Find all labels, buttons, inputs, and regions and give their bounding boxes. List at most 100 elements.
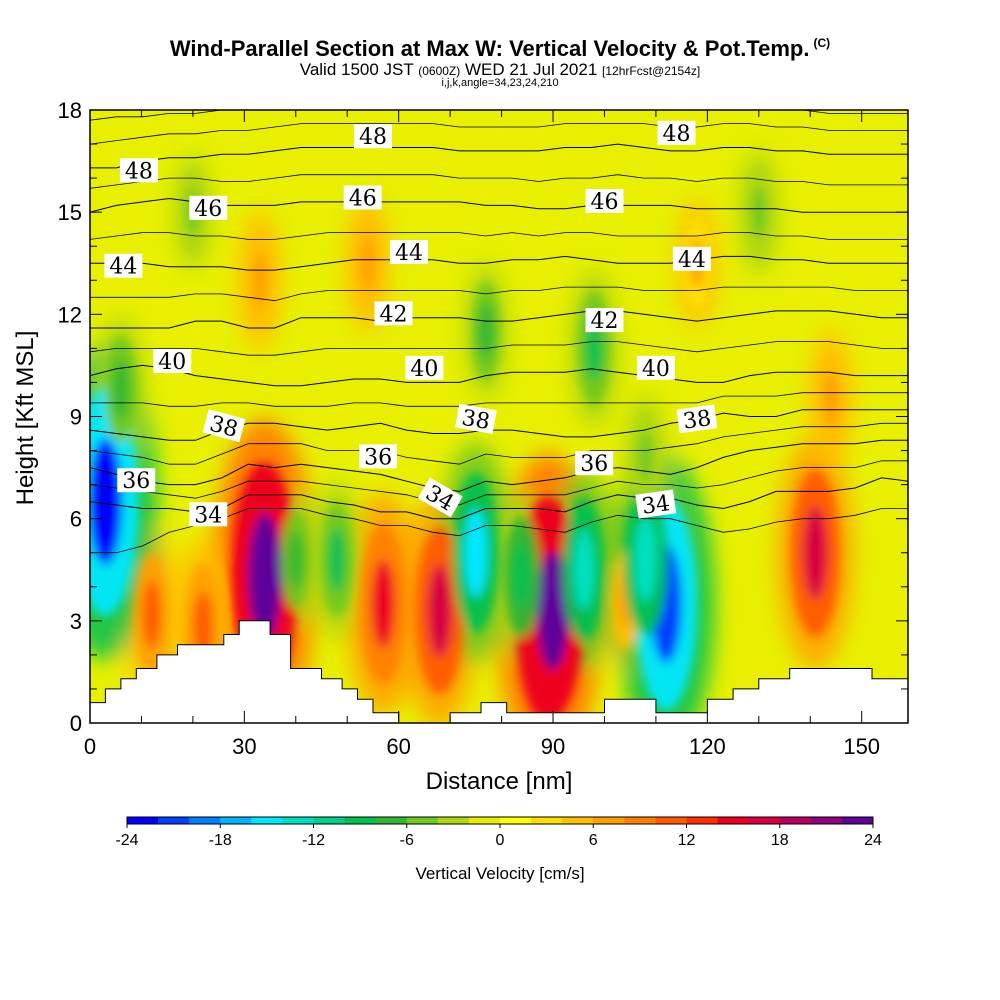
colorbar-swatch [655,817,687,824]
contour-label: 36 [117,468,156,494]
theta-contour [90,286,908,302]
downdraft-core [634,517,657,602]
colorbar-swatch [717,817,750,824]
contour-label-box [153,349,192,373]
contour-label-text: 40 [410,357,438,382]
contour-label-box [189,502,228,527]
contour-label-box [189,195,228,220]
colorbar-swatch [468,817,501,824]
downdraft-core [328,527,346,592]
forecast-info: [12hrFcst@2154z] [602,64,701,78]
x-tick-label: 0 [84,734,96,759]
contour-label-box [119,158,158,183]
colorbar-swatch [624,817,656,824]
theta-contour [90,123,908,145]
colorbar-tick-label: -24 [115,832,138,849]
colorbar-swatch [313,817,345,824]
colorbar-tick-label: 12 [678,832,696,849]
theta-contours [90,110,908,554]
contour-label-text: 34 [640,491,671,520]
contour-label-box [455,403,497,435]
updraft-core [823,371,839,428]
theta-contour-40 [90,364,908,387]
field-inner [90,166,846,723]
contour-label: 40 [405,355,444,382]
contour-label-text: 44 [395,241,423,266]
colorbar-swatch [593,817,625,824]
theta-contour [90,341,908,356]
x-tick-label: 60 [386,734,410,759]
contour-label-box [635,489,677,519]
updraft-core [142,580,161,649]
contour-label: 46 [343,185,382,212]
downdraft-core [464,508,488,598]
contour-label-box [575,451,614,476]
contour-label: 42 [585,308,624,334]
colorbar-tick-label: -6 [400,832,414,849]
contour-label-text: 48 [125,159,153,184]
updraft-core [803,506,828,600]
x-tick-label: 30 [232,734,256,759]
contour-label-box [354,124,392,149]
contour-label-box [672,246,711,271]
y-tick-label: 12 [58,302,82,327]
chart-title-text: Wind-Parallel Section at Max W: Vertical… [169,36,810,61]
theta-contour [90,232,908,240]
contour-label-text: 42 [591,309,619,334]
contour-label-box [359,444,398,469]
downdraft-core [638,431,653,483]
contour-label-text: 42 [380,302,408,327]
contour-label-box [585,308,624,333]
downdraft-core [573,529,595,611]
y-tick-label: 0 [70,711,82,736]
contour-label-box [374,301,413,326]
contour-label-box [117,468,156,493]
downdraft-core [478,303,494,360]
contour-label-box [343,185,382,210]
colorbar-tick-label: 24 [864,832,882,849]
colorbar-swatch [437,817,470,824]
contour-label: 46 [189,195,228,222]
velocity-field [90,148,855,723]
colorbar-swatch [158,817,190,824]
y-axis-title: Height [Kft MSL] [12,331,39,506]
colorbar-tick-label: -18 [209,832,232,849]
contour-label: 38 [676,404,718,435]
contour-label-text: 34 [194,503,222,528]
contour-label-text: 48 [663,122,691,147]
contour-label: 34 [189,502,228,528]
terrain [90,620,908,723]
y-tick-label: 6 [70,507,82,532]
contour-label-text: 44 [109,255,137,280]
updraft-core [248,513,282,640]
grid-indices: i,j,k,angle=34,23,24,210 [441,77,559,89]
downdraft-core [513,542,532,611]
colorbar-swatch [531,817,563,824]
contour-label: 34 [635,489,677,520]
contour-label: 48 [354,124,392,150]
theta-contour-48 [90,143,908,169]
colorbar-title: Vertical Velocity [cm/s] [415,864,584,883]
contour-label-box [417,477,463,518]
contour-label-text: 46 [591,190,619,215]
colorbar-swatch [810,817,843,824]
updraft-core [427,564,453,658]
contour-label: 40 [153,349,192,375]
colorbar-swatch [344,817,377,824]
y-tick-label: 9 [70,405,82,430]
colorbar-swatch [220,817,252,824]
colorbar-swatch [375,817,408,824]
y-tick-label: 3 [70,609,82,634]
valid-time: Valid 1500 JST [299,60,414,79]
x-tick-label: 120 [689,734,726,759]
colorbar: -24 -18 -12 -6 0 6 12 18 24 [115,816,882,849]
contour-label-box [104,253,143,278]
terrain-mask [90,620,908,723]
x-axis-title: Distance [nm] [426,768,573,795]
contour-label-text: 36 [122,469,150,494]
y-tick-label: 15 [58,200,82,225]
contour-label-text: 48 [359,125,387,150]
contour-label: 46 [585,188,624,215]
